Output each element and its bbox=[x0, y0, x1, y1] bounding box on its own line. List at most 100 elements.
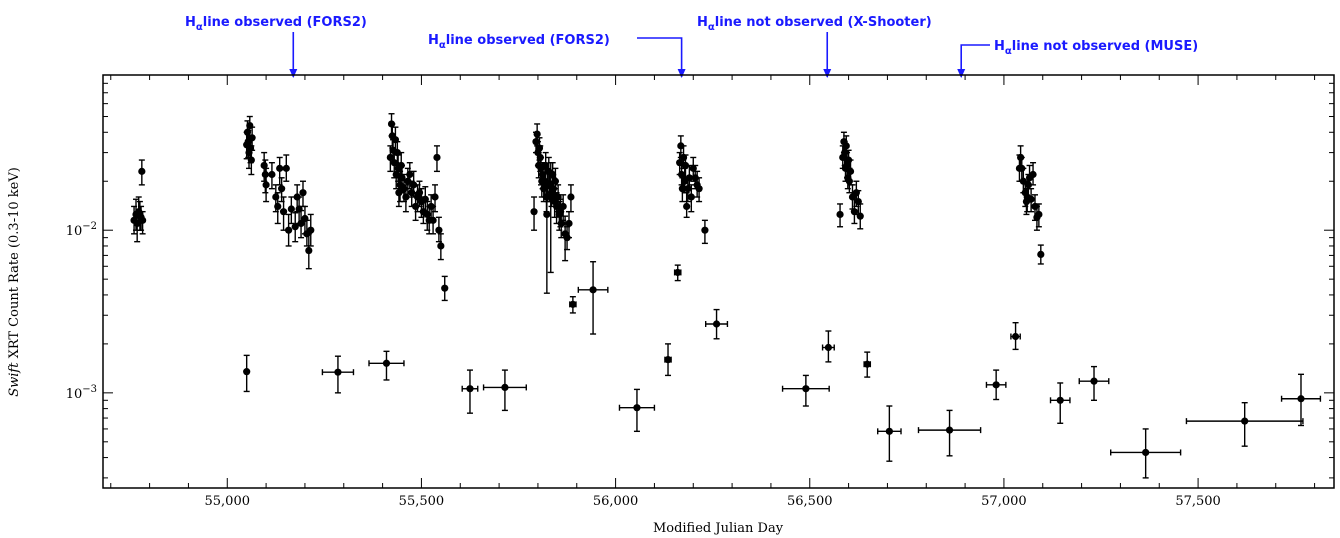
data-marker bbox=[802, 385, 810, 393]
data-point bbox=[321, 355, 355, 394]
annotation: Hαline not observed (X-Shooter) bbox=[697, 15, 932, 78]
data-point bbox=[695, 177, 703, 203]
data-marker bbox=[945, 426, 954, 434]
data-marker bbox=[543, 210, 551, 219]
data-marker bbox=[1142, 448, 1150, 457]
data-marker bbox=[431, 193, 439, 201]
data-point bbox=[565, 210, 573, 239]
annotation-prefix: H bbox=[428, 33, 439, 48]
data-marker bbox=[299, 189, 307, 197]
data-point bbox=[138, 159, 146, 186]
data-marker bbox=[589, 286, 597, 294]
data-marker bbox=[334, 368, 342, 376]
data-points bbox=[130, 113, 1322, 479]
data-point bbox=[863, 351, 872, 378]
data-marker bbox=[261, 170, 269, 179]
data-marker bbox=[685, 174, 693, 182]
data-point bbox=[557, 210, 565, 239]
data-marker bbox=[850, 208, 859, 216]
annotation-subscript: α bbox=[1005, 46, 1012, 57]
x-tick-label: 56,000 bbox=[593, 494, 639, 509]
annotation-arrow-head bbox=[677, 69, 686, 78]
data-marker bbox=[243, 368, 251, 376]
data-marker bbox=[305, 246, 313, 255]
data-marker bbox=[429, 216, 437, 224]
data-marker bbox=[565, 219, 573, 228]
data-point bbox=[276, 156, 284, 186]
annotation-text: line not observed (X-Shooter) bbox=[715, 15, 932, 30]
y-axis-title-italic: Swift bbox=[7, 362, 22, 397]
data-marker bbox=[406, 170, 414, 179]
data-marker bbox=[382, 359, 391, 367]
data-point bbox=[287, 196, 295, 225]
annotation-text: line not observed (MUSE) bbox=[1012, 39, 1198, 54]
data-marker bbox=[683, 202, 691, 211]
data-marker bbox=[291, 223, 299, 231]
data-marker bbox=[1011, 332, 1020, 341]
data-marker bbox=[992, 381, 1000, 389]
data-marker bbox=[1037, 250, 1045, 258]
data-point bbox=[567, 184, 575, 213]
annotation-text: line observed (FORS2) bbox=[203, 15, 367, 30]
axis-ticks: 55,000 55,500 56,000 56,500 57,000 57,50010−2… bbox=[66, 74, 1334, 509]
data-point bbox=[681, 154, 690, 179]
data-point bbox=[1010, 321, 1021, 351]
data-marker bbox=[433, 153, 441, 162]
data-marker bbox=[695, 185, 703, 193]
data-marker bbox=[885, 427, 893, 435]
data-marker bbox=[1241, 417, 1249, 425]
x-tick-label: 55,000 bbox=[205, 494, 251, 509]
data-point bbox=[618, 388, 656, 433]
annotation-subscript: α bbox=[196, 22, 203, 33]
data-point bbox=[299, 180, 307, 208]
data-marker bbox=[559, 202, 567, 211]
data-marker bbox=[1035, 210, 1043, 219]
x-tick-label: 57,500 bbox=[1175, 494, 1221, 509]
data-point bbox=[139, 210, 147, 235]
data-point bbox=[1280, 373, 1322, 427]
data-marker bbox=[466, 385, 474, 393]
data-marker bbox=[701, 226, 709, 234]
data-point bbox=[274, 192, 282, 225]
data-marker bbox=[437, 242, 445, 250]
data-marker bbox=[248, 134, 256, 142]
annotation-subscript: α bbox=[708, 22, 715, 33]
data-marker bbox=[551, 177, 560, 185]
data-marker bbox=[557, 219, 565, 228]
annotation-arrow-head bbox=[289, 69, 298, 78]
y-axis-title-rest: XRT Count Rate (0.3-10 keV) bbox=[7, 167, 22, 362]
data-point bbox=[268, 162, 276, 190]
annotation-prefix: H bbox=[185, 15, 196, 30]
data-marker bbox=[435, 226, 443, 234]
data-marker bbox=[285, 226, 293, 234]
y-tick-exponent: −2 bbox=[82, 221, 97, 232]
data-marker bbox=[678, 170, 686, 179]
data-point bbox=[291, 212, 299, 243]
data-point bbox=[569, 296, 577, 314]
x-axis-title: Modified Julian Day bbox=[653, 521, 784, 536]
x-tick-label: 55,500 bbox=[399, 494, 445, 509]
data-marker bbox=[307, 226, 315, 234]
data-point bbox=[262, 167, 270, 203]
data-marker bbox=[674, 268, 682, 277]
data-point bbox=[543, 187, 551, 294]
data-point bbox=[441, 275, 449, 302]
data-marker bbox=[1029, 170, 1037, 179]
y-tick-exponent: −3 bbox=[82, 384, 97, 395]
data-point bbox=[248, 126, 256, 151]
data-point bbox=[1049, 382, 1071, 424]
annotation: Hαline observed (FORS2) bbox=[428, 33, 686, 78]
data-point bbox=[307, 213, 315, 247]
data-marker bbox=[567, 193, 575, 201]
data-marker bbox=[441, 284, 449, 292]
data-point bbox=[305, 233, 313, 270]
y-tick-label: 10−2 bbox=[66, 221, 97, 239]
data-point bbox=[243, 354, 251, 393]
annotation-prefix: H bbox=[697, 15, 708, 30]
annotations-layer: Hαline observed (FORS2)Hαline observed (… bbox=[185, 15, 1198, 78]
data-marker bbox=[1027, 195, 1035, 203]
y-tick-base: 10 bbox=[66, 224, 83, 239]
data-marker bbox=[138, 167, 146, 175]
data-point bbox=[431, 184, 439, 213]
